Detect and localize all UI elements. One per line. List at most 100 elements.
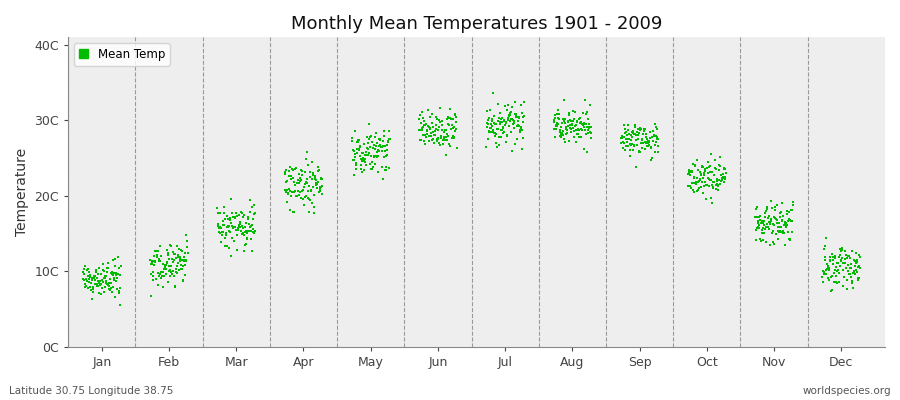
Point [707, 179, 722, 185]
Point [299, 178, 313, 185]
Point [422, 124, 436, 131]
Point [161, 262, 176, 269]
Point [708, 185, 723, 192]
Point [840, 276, 854, 283]
Point [645, 138, 660, 144]
Point [223, 228, 238, 235]
Point [217, 204, 231, 210]
Point [167, 250, 182, 257]
Point [644, 145, 658, 152]
Point [236, 230, 250, 236]
Point [506, 117, 520, 124]
Point [709, 181, 724, 187]
Point [357, 141, 372, 148]
Point [284, 207, 298, 213]
Point [298, 194, 312, 200]
Point [88, 277, 103, 283]
Point [79, 282, 94, 289]
Point [349, 145, 364, 152]
Point [639, 139, 653, 145]
Point [237, 232, 251, 238]
Point [716, 170, 731, 177]
Point [778, 219, 792, 226]
Point [446, 133, 460, 140]
Point [349, 166, 364, 173]
Point [176, 262, 190, 269]
Point [440, 137, 454, 143]
Point [291, 177, 305, 184]
Point [821, 264, 835, 271]
Point [279, 166, 293, 173]
Point [230, 247, 244, 253]
Point [770, 202, 784, 208]
Point [841, 262, 855, 268]
Point [682, 170, 697, 176]
Point [413, 137, 428, 143]
Point [646, 132, 661, 139]
Point [426, 124, 440, 130]
Point [696, 175, 710, 181]
Point [843, 271, 858, 277]
Point [78, 284, 93, 290]
Point [575, 120, 590, 127]
Point [516, 135, 530, 141]
Point [235, 225, 249, 231]
Point [295, 196, 310, 203]
Point [362, 136, 376, 142]
Point [487, 130, 501, 136]
Point [283, 164, 297, 170]
Point [775, 217, 789, 223]
Point [619, 143, 634, 149]
Point [575, 110, 590, 116]
Point [363, 143, 377, 150]
Point [102, 286, 116, 292]
Point [310, 185, 324, 192]
Point [778, 222, 793, 228]
Point [845, 248, 859, 254]
Point [626, 143, 641, 150]
Point [691, 167, 706, 173]
Point [84, 280, 98, 286]
Point [652, 143, 666, 150]
Point [582, 124, 597, 130]
Point [832, 254, 846, 260]
Point [418, 122, 432, 128]
Point [442, 114, 456, 121]
Point [490, 126, 504, 132]
Point [780, 208, 795, 214]
Point [366, 145, 381, 152]
Point [227, 223, 241, 230]
Point [148, 258, 162, 264]
Point [282, 173, 296, 179]
Point [644, 129, 658, 135]
Point [704, 195, 718, 202]
Point [758, 214, 772, 220]
Point [248, 230, 262, 236]
Point [485, 128, 500, 135]
Point [364, 161, 378, 167]
Point [624, 142, 638, 148]
Point [817, 242, 832, 249]
Point [309, 177, 323, 183]
Point [144, 258, 158, 264]
Point [495, 118, 509, 125]
Point [157, 273, 171, 279]
Point [632, 149, 646, 156]
Point [771, 224, 786, 230]
Point [158, 263, 172, 269]
Point [832, 263, 847, 270]
Point [359, 134, 374, 140]
Point [816, 271, 831, 278]
Point [163, 266, 177, 273]
Point [242, 228, 256, 234]
Point [169, 255, 184, 262]
Point [565, 120, 580, 127]
Point [620, 132, 634, 138]
Point [94, 280, 108, 287]
Point [619, 136, 634, 142]
Point [699, 165, 714, 171]
Point [154, 253, 168, 259]
Point [702, 164, 716, 170]
Point [850, 269, 864, 275]
Point [628, 132, 643, 138]
